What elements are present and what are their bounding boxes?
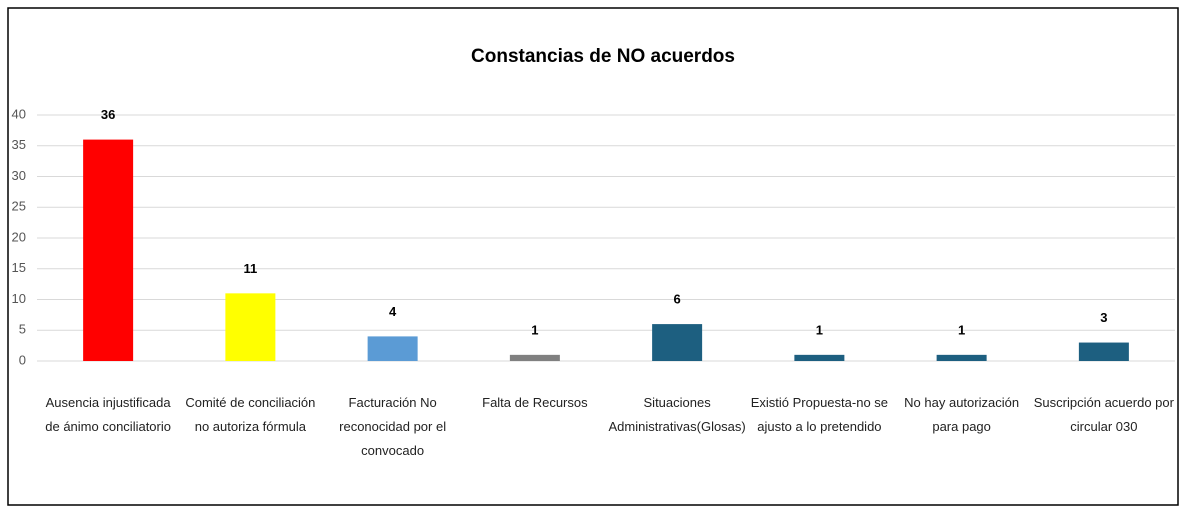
data-label: 1	[816, 322, 823, 337]
bar	[936, 354, 987, 361]
x-tick-label: Facturación No reconocidad por el convoc…	[339, 395, 447, 458]
data-label: 11	[244, 261, 258, 276]
data-label: 6	[674, 292, 681, 307]
x-tick-label: Falta de Recursos	[482, 395, 588, 410]
y-tick-label: 5	[19, 322, 26, 337]
x-tick-label: Existió Propuesta-no se ajusto a lo pret…	[750, 395, 889, 434]
y-tick-label: 20	[12, 229, 26, 244]
x-tick-label: Comité de conciliación no autoriza fórmu…	[185, 395, 316, 434]
x-tick-label: No hay autorización para pago	[904, 395, 1020, 434]
bar	[367, 336, 418, 361]
y-tick-label: 35	[12, 137, 26, 152]
y-tick-label: 25	[12, 199, 26, 214]
data-label: 36	[101, 107, 115, 122]
bar	[83, 139, 134, 361]
chart-frame	[7, 7, 1179, 506]
y-tick-label: 40	[12, 106, 26, 121]
y-tick-label: 0	[19, 352, 26, 367]
bar	[225, 293, 276, 361]
bar	[1078, 342, 1129, 361]
bar	[794, 354, 845, 361]
bar	[509, 354, 560, 361]
bar	[652, 324, 703, 361]
chart-title: Constancias de NO acuerdos	[471, 46, 735, 67]
x-tick-label: Suscripción acuerdo por circular 030	[1033, 395, 1174, 434]
data-label: 1	[531, 322, 538, 337]
x-tick-label: Situaciones Administrativas(Glosas)	[608, 395, 746, 434]
data-label: 4	[389, 304, 397, 319]
y-tick-label: 30	[12, 168, 26, 183]
data-label: 3	[1100, 310, 1107, 325]
y-tick-label: 15	[12, 260, 26, 275]
x-tick-label: Ausencia injustificada de ánimo concilia…	[45, 395, 171, 434]
y-tick-label: 10	[12, 291, 26, 306]
data-label: 1	[958, 322, 965, 337]
